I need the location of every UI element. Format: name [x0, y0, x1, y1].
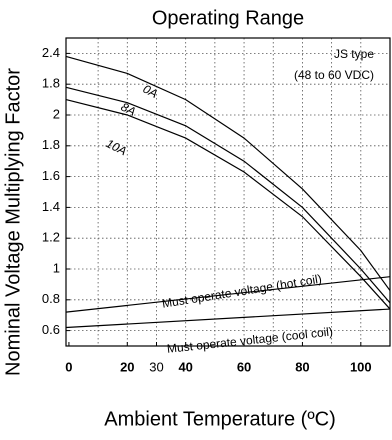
y-tick-label: 1.8 — [42, 137, 60, 152]
x-tick-label: 30 — [149, 359, 163, 374]
x-axis-label: Ambient Temperature (ºC) — [104, 408, 335, 430]
curve — [65, 308, 391, 329]
y-tick-label: 1.8 — [42, 76, 60, 91]
x-tick-label: 60 — [237, 359, 251, 374]
annotation: (48 to 60 VDC) — [294, 68, 374, 82]
x-tick-label: 100 — [350, 359, 372, 374]
curve — [65, 99, 391, 310]
curve — [65, 55, 391, 291]
annotation: JS type — [334, 47, 374, 61]
y-tick-label: 1.2 — [42, 230, 60, 245]
y-tick-label: 0.6 — [42, 322, 60, 337]
x-tick-label: 80 — [295, 359, 309, 374]
plot-frame — [65, 37, 391, 347]
x-tick-label: 40 — [178, 359, 192, 374]
x-tick-label: 0 — [65, 359, 72, 374]
y-tick-label: 0.8 — [42, 291, 60, 306]
y-tick-label: 1 — [53, 260, 60, 275]
y-tick-label: 1.6 — [42, 168, 60, 183]
curve-label: Must operate voltage (cool coil) — [166, 324, 333, 355]
y-tick-label: 1.4 — [42, 199, 60, 214]
curve-label: 0A — [141, 82, 161, 101]
y-axis-label: Nominal Voltage Multiplying Factor — [2, 68, 24, 376]
x-tick-label: 20 — [120, 359, 134, 374]
curve-label: 10A — [104, 136, 129, 158]
y-tick-label: 2.4 — [42, 45, 60, 60]
curve — [65, 86, 391, 304]
curve — [65, 276, 391, 313]
chart-title: Operating Range — [152, 7, 304, 29]
y-tick-label: 2 — [53, 106, 60, 121]
